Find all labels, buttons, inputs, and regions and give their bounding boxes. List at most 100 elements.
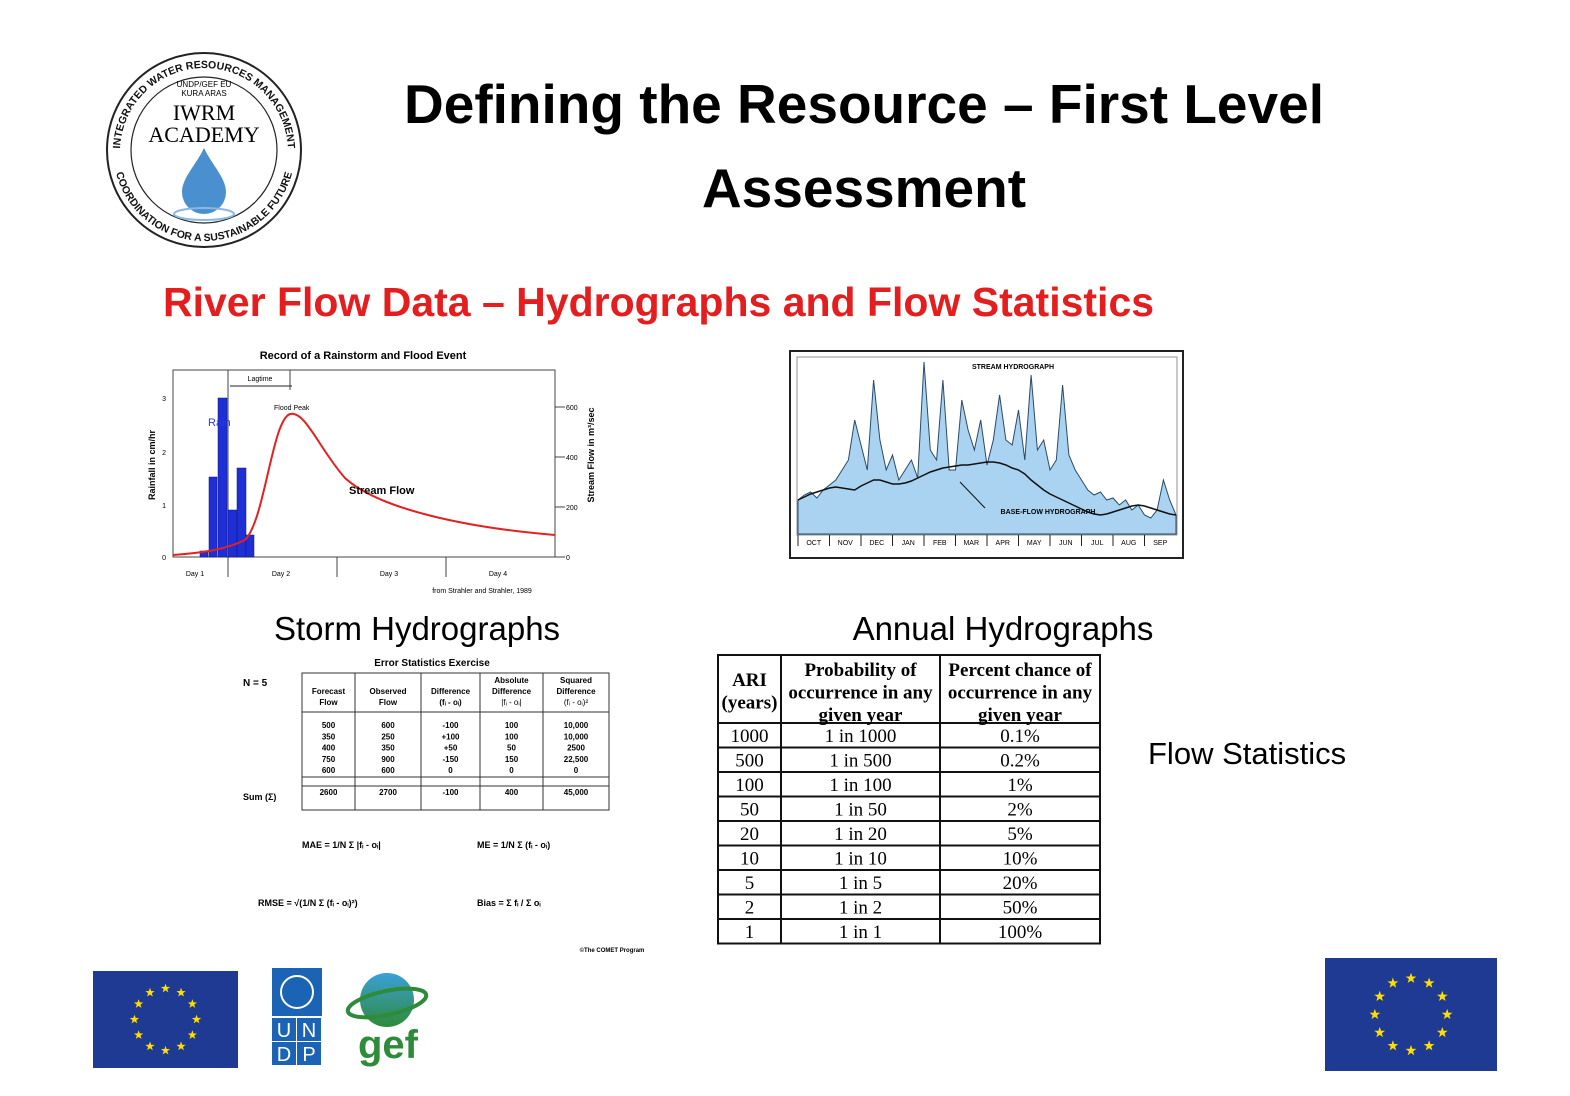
- ari-cell: 5%: [1007, 824, 1033, 845]
- undp-letter: P: [302, 1044, 315, 1066]
- error-cell: 150: [505, 755, 519, 764]
- undp-letter-box: [297, 1018, 321, 1041]
- ari-cell: 1 in 2: [839, 898, 882, 919]
- error-cell: 350: [381, 744, 395, 753]
- undp-letter-box: [272, 1018, 296, 1041]
- ari-header: Percent chance of: [948, 660, 1092, 681]
- eu-star: [187, 1030, 197, 1039]
- error-col-header: (fᵢ - oᵢ)²: [564, 698, 589, 707]
- error-col-header: Squared: [560, 676, 592, 685]
- stream-flow-label: Stream Flow: [349, 485, 415, 497]
- title-line: Defining the Resource – First Level: [404, 73, 1324, 135]
- x-label: Day 2: [272, 571, 290, 578]
- logo-ripple: [173, 207, 235, 221]
- rain-bar: [217, 397, 228, 558]
- ari-cell: 50: [740, 800, 759, 821]
- error-col-header: Flow: [379, 698, 398, 707]
- y-left-tick: 2: [162, 450, 166, 457]
- ari-header: Probability of: [804, 660, 917, 681]
- month-label: JUN: [1059, 540, 1073, 547]
- error-sum-cell: -100: [442, 788, 459, 797]
- ari-cell: 100%: [998, 922, 1043, 943]
- error-cell: -150: [442, 755, 459, 764]
- y-right-tick-label: 600: [566, 405, 578, 412]
- formula: Bias = Σ fᵢ / Σ oᵢ: [477, 898, 541, 908]
- month-label: APR: [996, 540, 1010, 547]
- error-col-header: Difference: [556, 687, 596, 696]
- month-label: JAN: [902, 540, 915, 547]
- title-line: Assessment: [702, 157, 1026, 219]
- error-cell: 2500: [567, 744, 585, 753]
- formula: ME = 1/N Σ (fᵢ - oᵢ): [477, 840, 550, 850]
- eu-star: [145, 987, 155, 997]
- annual-caption: Annual Hydrographs: [853, 610, 1154, 647]
- logo-drop: [182, 148, 226, 214]
- month-label: MAR: [963, 540, 979, 547]
- storm-source: from Strahler and Strahler, 1989: [432, 588, 532, 595]
- eu-star: [1374, 990, 1386, 1001]
- eu-star: [1423, 1040, 1435, 1051]
- logo-line: UNDP/GEF EU: [177, 80, 232, 89]
- error-cell: +100: [441, 732, 460, 741]
- error-cell: -100: [442, 721, 459, 730]
- error-cell: +50: [444, 744, 458, 753]
- month-label: FEB: [933, 540, 947, 547]
- ari-cell: 1 in 20: [834, 824, 887, 845]
- ari-cell: 500: [735, 751, 764, 772]
- ari-cell: 1%: [1007, 775, 1033, 796]
- y-left-tick: 1: [162, 503, 166, 510]
- y-left-tick: 3: [162, 396, 166, 403]
- base-flow-label: BASE-FLOW HYDROGRAPH: [1001, 509, 1096, 516]
- eu-star: [1436, 1026, 1448, 1038]
- error-title: Error Statistics Exercise: [374, 658, 490, 669]
- undp-letter: U: [277, 1020, 291, 1042]
- credit: ©The COMET Program: [580, 947, 645, 954]
- eu-star: [176, 987, 186, 997]
- undp-letter-box: [272, 1042, 296, 1065]
- ari-cell: 0.1%: [1000, 726, 1040, 747]
- stream-hydrograph-label: STREAM HYDROGRAPH: [972, 364, 1054, 371]
- gef-text: gef: [358, 1023, 419, 1067]
- error-col-header: Observed: [370, 687, 407, 696]
- ari-cell: 1000: [731, 726, 769, 747]
- ari-header: occurrence in any: [948, 683, 1093, 704]
- logo-line: IWRM: [173, 100, 235, 125]
- rain-bar: [236, 467, 247, 558]
- ari-cell: 10: [740, 849, 759, 870]
- y-right-label: Stream Flow in m³/sec: [586, 407, 596, 502]
- flood-peak-label: Flood Peak: [274, 405, 310, 412]
- storm-caption: Storm Hydrographs: [274, 610, 560, 647]
- un-emblem: [280, 975, 314, 1009]
- undp-letter: N: [302, 1020, 316, 1042]
- error-col-header: Forecast: [312, 687, 346, 696]
- y-left-tick: 0: [162, 555, 166, 562]
- x-label: Day 3: [380, 571, 398, 578]
- ari-cell: 50%: [1003, 898, 1038, 919]
- error-cell: 10,000: [564, 732, 589, 741]
- error-sum-cell: 2600: [320, 788, 338, 797]
- error-col-header: |fᵢ - oᵢ|: [501, 698, 521, 707]
- error-cell: 100: [505, 732, 519, 741]
- ari-cell: 1: [745, 922, 755, 943]
- ari-cell: 1 in 5: [839, 873, 882, 894]
- eu-star: [1374, 1026, 1386, 1038]
- error-cell: 0: [509, 766, 514, 775]
- ari-cell: 1 in 10: [834, 849, 887, 870]
- error-cell: 50: [507, 744, 516, 753]
- error-sum-cell: 400: [505, 788, 519, 797]
- error-col-header: Absolute: [494, 676, 529, 685]
- ari-header: given year: [978, 705, 1062, 726]
- eu-star: [160, 1045, 171, 1055]
- eu-star: [191, 1014, 202, 1024]
- error-cell: 600: [381, 766, 395, 775]
- eu-star: [145, 1041, 155, 1051]
- error-sum-cell: 45,000: [564, 788, 589, 797]
- month-label: NOV: [838, 540, 854, 547]
- ari-cell: 1 in 1: [839, 922, 882, 943]
- ari-cell: 100: [735, 775, 764, 796]
- ari-cell: 10%: [1003, 849, 1038, 870]
- ari-header: occurrence in any: [788, 683, 933, 704]
- ari-frame: [717, 654, 1101, 945]
- eu-star: [176, 1041, 186, 1051]
- error-table: [301, 672, 610, 811]
